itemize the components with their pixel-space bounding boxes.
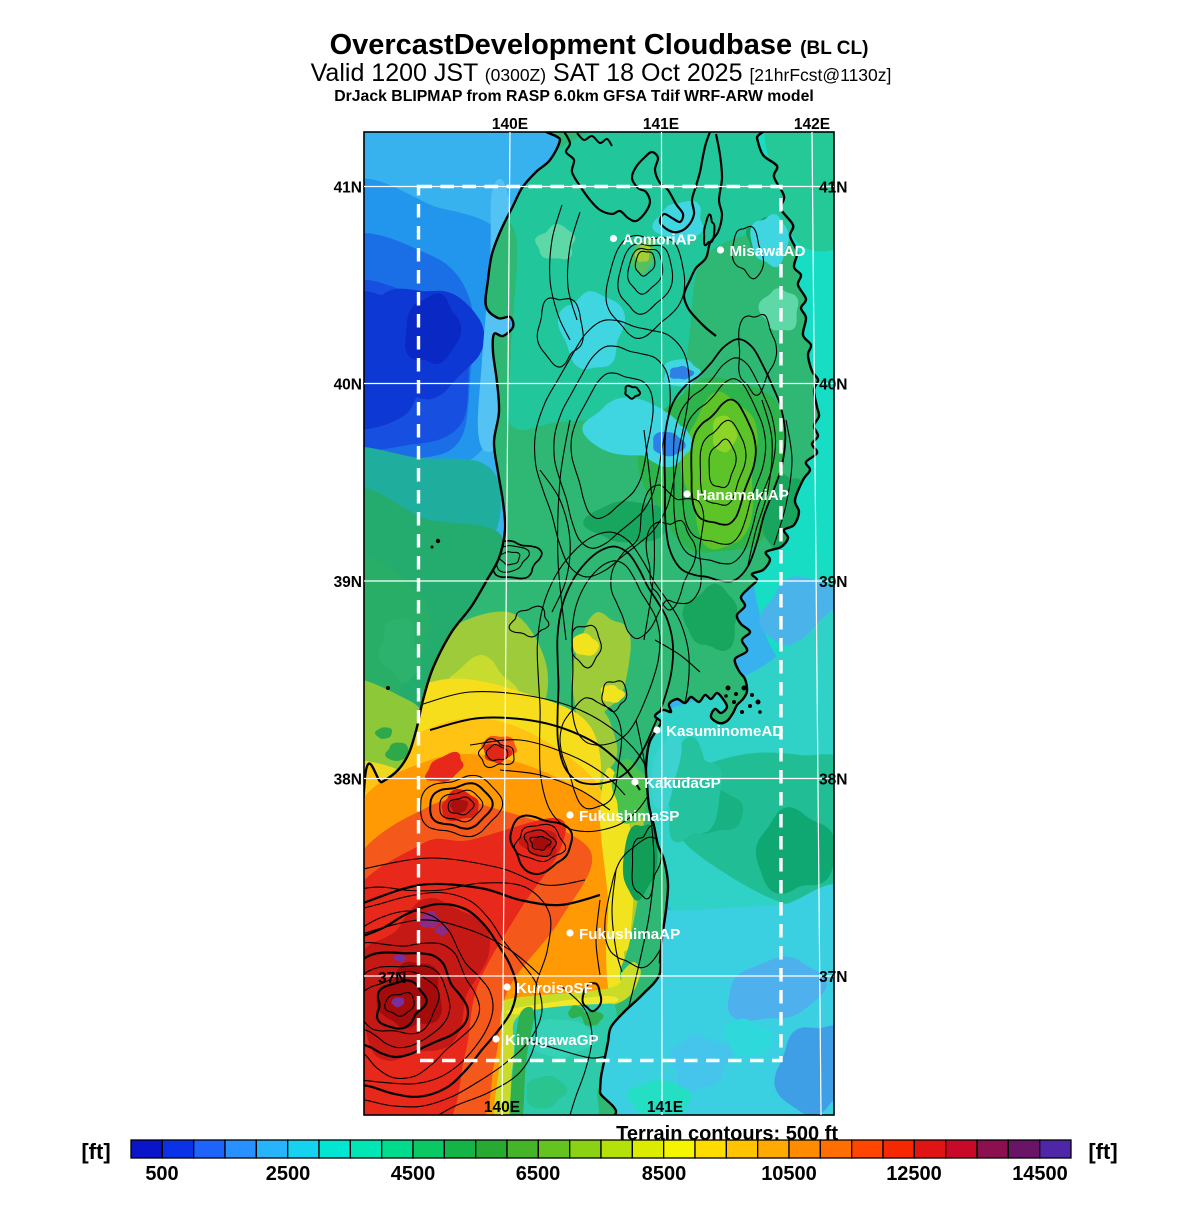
svg-text:500: 500 <box>145 1163 178 1185</box>
svg-text:39N: 39N <box>334 574 362 591</box>
svg-text:FukushimaAP: FukushimaAP <box>579 926 680 943</box>
svg-text:2500: 2500 <box>266 1163 311 1185</box>
svg-text:38N: 38N <box>334 772 362 789</box>
svg-text:40N: 40N <box>819 377 847 394</box>
svg-text:[ft]: [ft] <box>81 1139 110 1164</box>
svg-text:KinugawaGP: KinugawaGP <box>505 1032 599 1049</box>
svg-text:37N: 37N <box>819 969 847 986</box>
svg-text:DrJack BLIPMAP from RASP 6.0km: DrJack BLIPMAP from RASP 6.0km GFSA Tdif… <box>334 88 814 105</box>
svg-text:[ft]: [ft] <box>1088 1139 1117 1164</box>
svg-text:14500: 14500 <box>1012 1163 1068 1185</box>
svg-text:FukushimaSP: FukushimaSP <box>579 808 679 825</box>
svg-text:8500: 8500 <box>642 1163 687 1185</box>
svg-text:HanamakiAP: HanamakiAP <box>696 487 789 504</box>
svg-text:141E: 141E <box>647 1099 683 1116</box>
svg-text:142E: 142E <box>794 116 830 133</box>
svg-text:OvercastDevelopment Cloudbase: OvercastDevelopment Cloudbase (BL CL) <box>330 29 869 61</box>
svg-text:41N: 41N <box>334 180 362 197</box>
svg-text:10500: 10500 <box>761 1163 817 1185</box>
svg-text:39N: 39N <box>819 574 847 591</box>
svg-text:6500: 6500 <box>516 1163 561 1185</box>
svg-text:141E: 141E <box>643 116 679 133</box>
svg-text:MisawaAD: MisawaAD <box>730 243 806 260</box>
svg-text:Valid 1200 JST (0300Z) SAT 18: Valid 1200 JST (0300Z) SAT 18 Oct 2025 [… <box>311 59 892 87</box>
svg-text:140E: 140E <box>492 116 528 133</box>
svg-text:KuroisoSF: KuroisoSF <box>516 980 593 997</box>
svg-text:KasuminomeAD: KasuminomeAD <box>666 723 783 740</box>
svg-text:140E: 140E <box>484 1099 520 1116</box>
svg-text:4500: 4500 <box>391 1163 436 1185</box>
svg-text:40N: 40N <box>334 377 362 394</box>
svg-text:37N: 37N <box>378 970 406 987</box>
svg-text:41N: 41N <box>819 180 847 197</box>
svg-text:38N: 38N <box>819 772 847 789</box>
svg-text:12500: 12500 <box>886 1163 942 1185</box>
svg-text:KakudaGP: KakudaGP <box>644 775 721 792</box>
svg-text:AomoriAP: AomoriAP <box>623 232 697 249</box>
